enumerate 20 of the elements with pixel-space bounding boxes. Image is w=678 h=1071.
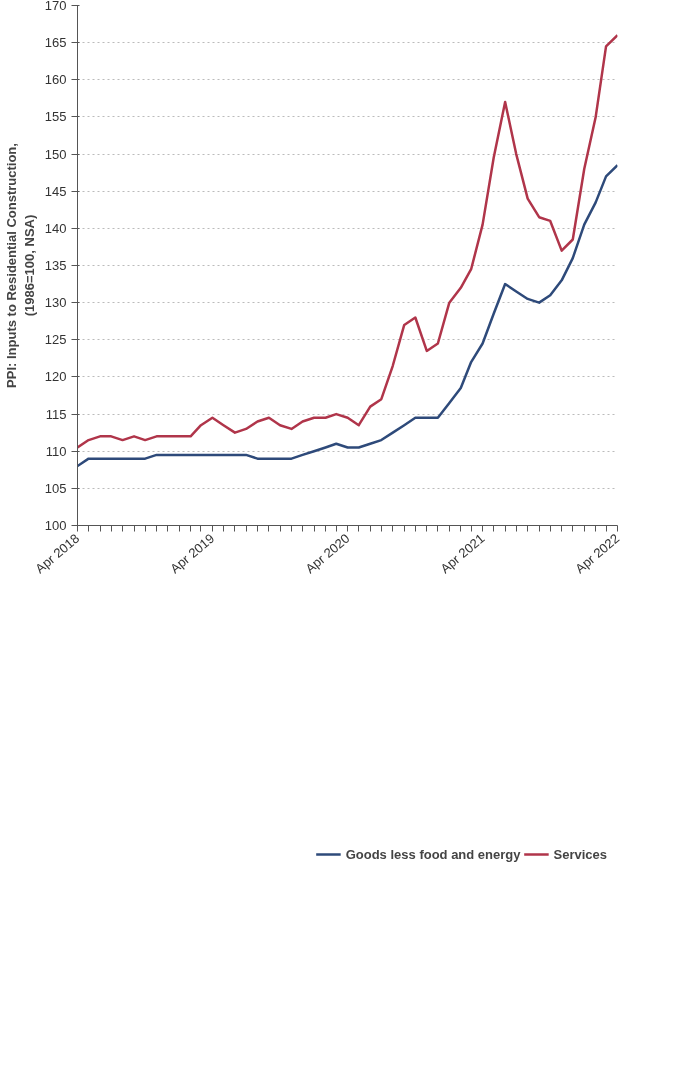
y-tick-label: 150 [44, 146, 67, 162]
y-tick-label: 100 [44, 518, 67, 533]
y-tick-label: 115 [45, 406, 67, 422]
y-tick-label: 120 [44, 369, 67, 385]
legend-label: Goods less food and energy [345, 846, 521, 862]
y-tick-label: 165 [44, 35, 67, 51]
y-tick-label: 110 [45, 443, 67, 459]
y-tick-label: 130 [44, 295, 67, 311]
y-tick-label: 145 [44, 183, 67, 199]
y-tick-label: 140 [44, 220, 67, 236]
y-axis-title: PPI: Inputs to Residential Construction, (1986=100, NSA) [3, 143, 37, 388]
y-tick-label: 170 [44, 0, 67, 13]
line-series [77, 163, 618, 468]
y-tick-label: 125 [44, 332, 67, 348]
y-tick-label: 160 [44, 72, 67, 88]
y-tick-label: 105 [44, 480, 67, 496]
line-series [77, 33, 618, 449]
y-tick-label: 135 [44, 258, 67, 273]
legend-label: Services [553, 846, 607, 862]
y-tick-label: 155 [44, 109, 67, 125]
